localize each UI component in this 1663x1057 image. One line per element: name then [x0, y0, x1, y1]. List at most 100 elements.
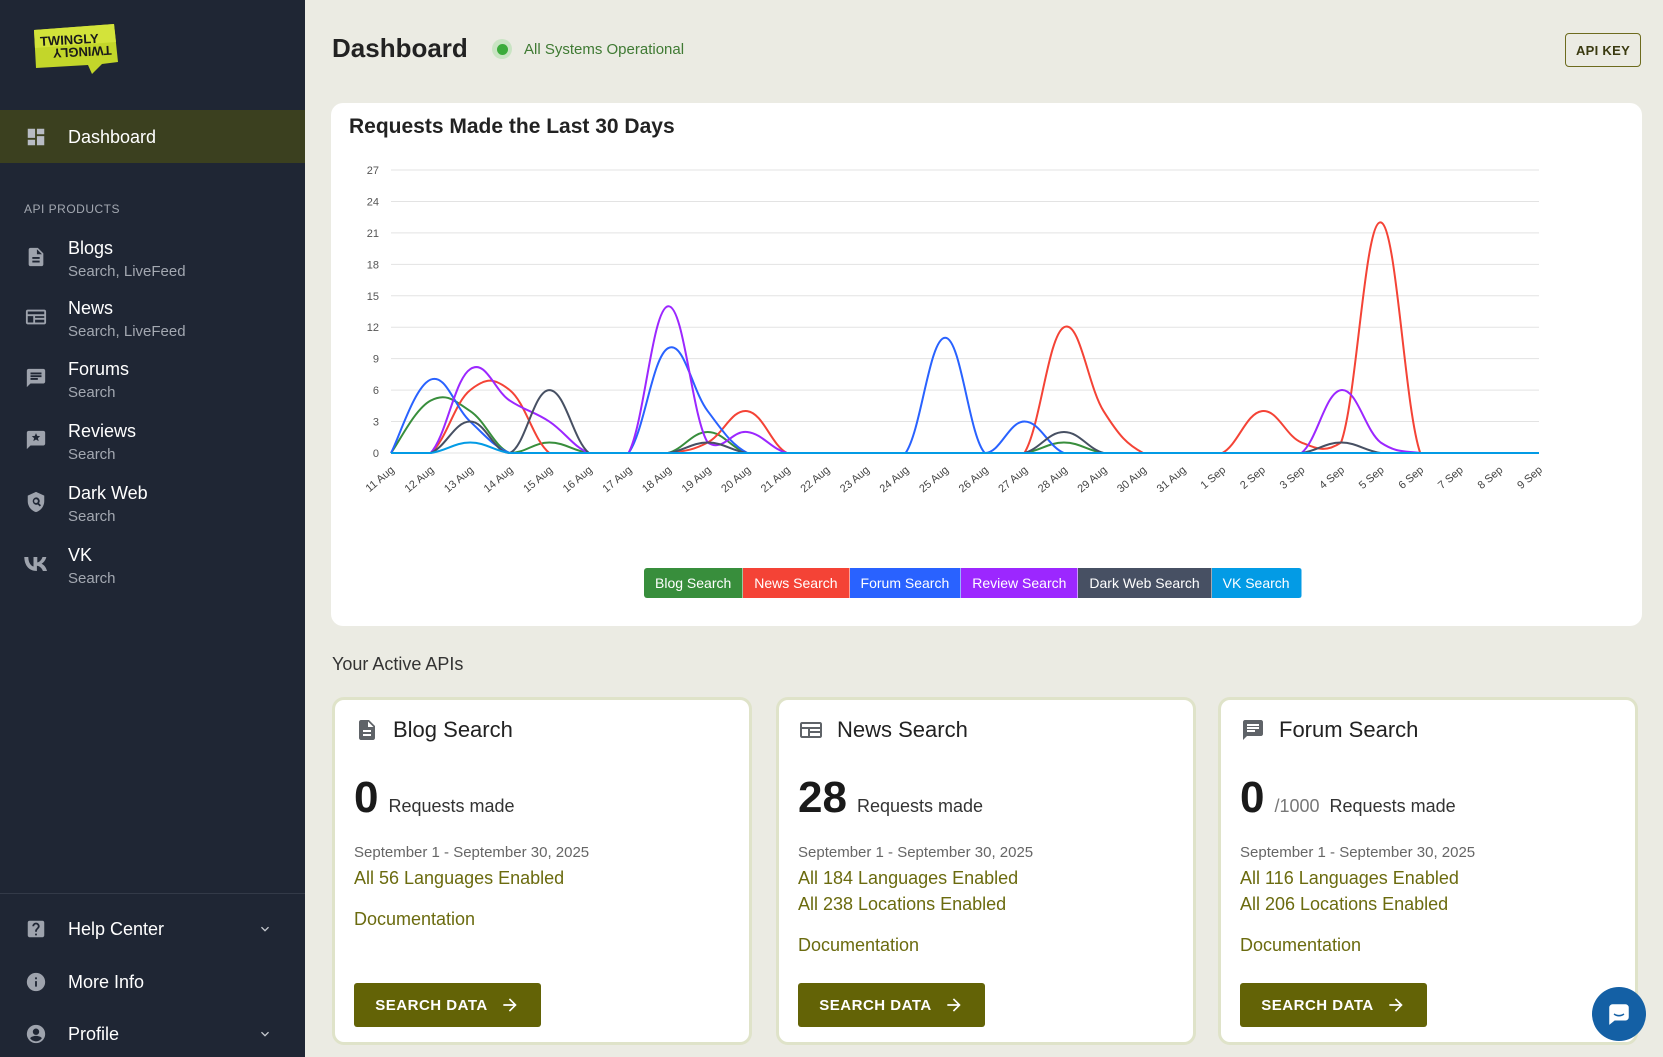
requests-made-label: Requests made — [388, 796, 515, 816]
chart-title: Requests Made the Last 30 Days — [349, 115, 675, 138]
chevron-down-icon[interactable] — [257, 921, 273, 942]
sidebar-item-label: Dark Web — [68, 483, 148, 503]
x-tick-label: 3 Sep — [1278, 464, 1308, 492]
search-data-button[interactable]: SEARCH DATA — [1240, 983, 1427, 1027]
documentation-link[interactable]: Documentation — [798, 935, 920, 955]
y-tick-label: 12 — [367, 322, 379, 334]
sidebar-item-blogs[interactable]: Blogs Search, LiveFeed — [0, 237, 305, 282]
x-tick-label: 19 Aug — [680, 464, 714, 495]
legend-item[interactable]: News Search — [743, 568, 850, 598]
legend-item[interactable]: Blog Search — [644, 568, 744, 598]
legend-item[interactable]: Review Search — [961, 568, 1079, 598]
chat-icon — [24, 366, 48, 390]
search-data-button[interactable]: SEARCH DATA — [798, 983, 985, 1027]
sidebar-item-sub: Search, LiveFeed — [68, 263, 186, 280]
x-tick-label: 24 Aug — [878, 464, 912, 495]
search-data-button[interactable]: SEARCH DATA — [354, 983, 541, 1027]
sidebar-item-label: VK — [68, 545, 93, 565]
api-card-blog-search: Blog Search 0 Requests made September 1 … — [332, 697, 752, 1045]
sidebar-item-vk[interactable]: VK Search — [0, 544, 305, 589]
status-indicator-icon — [492, 39, 512, 59]
sidebar-item-forums[interactable]: Forums Search — [0, 358, 305, 403]
document-icon — [354, 717, 380, 743]
x-tick-label: 7 Sep — [1436, 464, 1466, 492]
svg-text:TWINGLY: TWINGLY — [52, 43, 112, 61]
request-count: 0 — [1240, 773, 1265, 822]
languages-enabled: All 116 Languages Enabled — [1240, 868, 1459, 888]
requests-line-chart: 0 3 6 9 12 15 18 21 24 27 11 Aug 12 Aug 13 Aug 14 Aug… — [364, 165, 1545, 495]
document-icon — [24, 245, 48, 269]
sidebar-item-sub: Search — [68, 570, 116, 587]
sidebar-item-label: Reviews — [68, 421, 137, 441]
card-title: Blog Search — [393, 717, 513, 742]
sidebar-item-label: Blogs — [68, 238, 114, 258]
svg-text:TWINGLY: TWINGLY — [40, 31, 100, 49]
series-line — [390, 305, 1539, 455]
sidebar-item-label: News — [68, 298, 114, 318]
y-tick-label: 24 — [367, 196, 379, 208]
sidebar-item-label: Forums — [68, 359, 130, 379]
x-tick-label: 28 Aug — [1036, 464, 1070, 495]
button-label: SEARCH DATA — [375, 996, 488, 1014]
dashboard-icon — [24, 125, 48, 149]
x-tick-label: 26 Aug — [957, 464, 991, 495]
page-title: Dashboard — [332, 33, 468, 63]
y-tick-label: 6 — [373, 385, 379, 397]
x-tick-label: 30 Aug — [1115, 464, 1149, 495]
y-tick-label: 27 — [367, 165, 379, 177]
chat-icon — [1240, 717, 1266, 743]
arrow-right-icon — [947, 998, 961, 1012]
x-tick-label: 1 Sep — [1199, 464, 1229, 492]
profile-icon — [24, 1022, 48, 1046]
sidebar-item-label: Profile — [68, 1024, 120, 1044]
x-tick-label: 15 Aug — [521, 464, 555, 495]
sidebar: TWINGLY TWINGLY Dashboard API PRODUCTS B… — [0, 0, 305, 1057]
languages-enabled: All 184 Languages Enabled — [798, 868, 1019, 888]
y-tick-label: 3 — [373, 417, 379, 429]
review-icon — [24, 428, 48, 452]
sidebar-item-sub: Search — [68, 384, 116, 401]
documentation-link[interactable]: Documentation — [1240, 935, 1362, 955]
languages-enabled: All 56 Languages Enabled — [354, 868, 565, 888]
documentation-link[interactable]: Documentation — [354, 909, 476, 929]
legend-item[interactable]: VK Search — [1211, 568, 1302, 598]
sidebar-item-news[interactable]: News Search, LiveFeed — [0, 297, 305, 342]
x-tick-label: 14 Aug — [482, 464, 516, 495]
sidebar-item-dark-web[interactable]: Dark Web Search — [0, 482, 305, 527]
series-line — [390, 441, 1539, 455]
support-chat-button[interactable] — [1592, 987, 1646, 1041]
y-tick-label: 21 — [367, 228, 379, 240]
arrow-right-icon — [1389, 998, 1403, 1012]
twingly-logo[interactable]: TWINGLY TWINGLY — [30, 22, 120, 76]
x-tick-label: 2 Sep — [1238, 464, 1268, 492]
x-tick-label: 17 Aug — [600, 464, 634, 495]
x-tick-label: 9 Sep — [1515, 464, 1545, 492]
card-title: Forum Search — [1279, 717, 1419, 742]
shield-icon — [24, 490, 48, 514]
card-title: News Search — [837, 717, 968, 742]
sidebar-item-profile[interactable]: Profile — [0, 1019, 305, 1049]
billing-period: September 1 - September 30, 2025 — [1240, 844, 1476, 861]
legend-item[interactable]: Dark Web Search — [1078, 568, 1212, 598]
sidebar-item-more-info[interactable]: More Info — [0, 967, 305, 997]
requests-made-label: Requests made — [856, 796, 984, 816]
chevron-down-icon[interactable] — [257, 1026, 273, 1047]
x-tick-label: 11 Aug — [364, 464, 397, 495]
y-tick-label: 0 — [373, 448, 379, 460]
info-icon — [24, 970, 48, 994]
api-key-button[interactable]: API KEY — [1565, 33, 1641, 67]
request-limit: /1000 — [1274, 796, 1320, 816]
x-tick-label: 5 Sep — [1357, 464, 1387, 492]
button-label: SEARCH DATA — [1261, 996, 1374, 1014]
sidebar-item-help-center[interactable]: Help Center — [0, 914, 305, 944]
x-tick-label: 31 Aug — [1155, 464, 1189, 495]
sidebar-item-sub: Search — [68, 508, 116, 525]
sidebar-item-reviews[interactable]: Reviews Search — [0, 420, 305, 465]
sidebar-item-dashboard[interactable]: Dashboard — [0, 110, 305, 163]
x-tick-label: 25 Aug — [917, 464, 951, 495]
x-tick-label: 12 Aug — [403, 464, 437, 495]
sidebar-bottom: Help Center More Info Profile — [0, 893, 305, 1057]
legend-item[interactable]: Forum Search — [849, 568, 962, 598]
x-tick-label: 27 Aug — [996, 464, 1030, 495]
sidebar-item-sub: Search — [68, 446, 116, 463]
